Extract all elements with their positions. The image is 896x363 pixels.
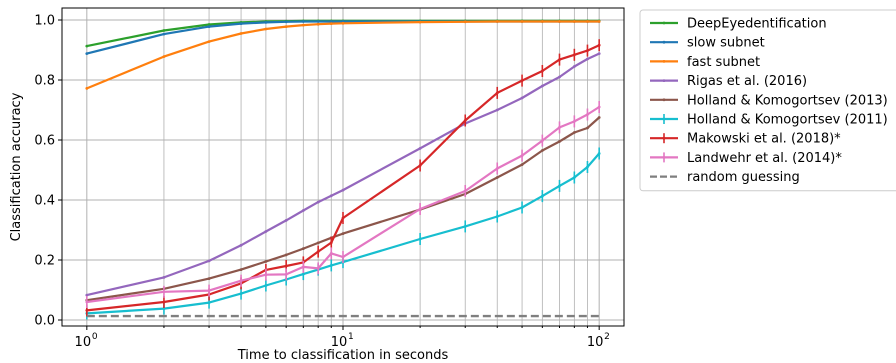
data-point — [207, 259, 211, 263]
axis-ticks: 0.00.20.40.60.81.010 0 10 1 10 2 — [34, 14, 610, 351]
data-point — [301, 20, 305, 23]
data-point — [540, 84, 544, 88]
data-point — [239, 32, 243, 35]
legend-marker — [662, 79, 666, 82]
data-point — [329, 20, 333, 23]
legend-marker — [662, 21, 666, 25]
data-point — [572, 20, 576, 23]
legend-label: slow subnet — [687, 36, 765, 51]
legend-label: Rigas et al. (2016) — [687, 74, 807, 89]
data-point — [162, 276, 166, 279]
data-point — [85, 293, 89, 297]
data-point — [463, 20, 467, 24]
data-point — [572, 65, 576, 68]
data-point — [597, 52, 601, 55]
x-tick-exponent: 2 — [604, 332, 610, 342]
data-point — [572, 131, 576, 134]
data-point — [301, 247, 305, 251]
data-point — [207, 277, 211, 280]
legend-label: DeepEyedentification — [687, 17, 827, 32]
y-tick-label: 0.0 — [34, 314, 55, 329]
data-point — [85, 87, 89, 90]
data-point — [239, 22, 243, 25]
legend-label: fast subnet — [687, 55, 760, 70]
data-point — [284, 20, 288, 24]
data-point — [586, 126, 589, 130]
data-point — [597, 116, 601, 119]
data-point — [558, 75, 561, 79]
x-tick-label: 10 — [331, 335, 348, 350]
data-point — [162, 55, 166, 58]
data-point — [284, 253, 288, 257]
data-point — [316, 241, 320, 245]
legend-label: Holland & Komogortsev (2013) — [687, 93, 888, 108]
data-point — [341, 21, 345, 25]
series-lines — [85, 19, 601, 320]
data-point — [586, 57, 589, 61]
data-point — [239, 243, 243, 247]
data-point — [162, 29, 166, 32]
legend-frame — [639, 9, 896, 192]
y-tick-label: 0.4 — [34, 194, 55, 209]
data-point — [597, 20, 601, 23]
y-tick-label: 0.2 — [34, 254, 55, 269]
x-tick-label: 10 — [587, 335, 604, 350]
data-point — [207, 23, 211, 26]
grid-lines — [62, 8, 624, 326]
data-point — [341, 188, 345, 192]
data-point — [418, 20, 422, 24]
data-point — [162, 32, 166, 36]
legend-label: Makowski et al. (2018)* — [687, 132, 841, 147]
data-point — [329, 194, 333, 198]
legend-marker — [662, 60, 666, 63]
data-point — [520, 163, 524, 167]
data-point — [495, 20, 499, 23]
data-point — [207, 25, 211, 28]
x-axis-label: Time to classification in seconds — [237, 348, 449, 363]
legend-label: random guessing — [687, 170, 800, 185]
x-tick-label: 10 — [75, 335, 92, 350]
legend-label: Landwehr et al. (2014)* — [687, 151, 842, 166]
data-point — [316, 20, 320, 23]
legend-marker — [662, 40, 666, 44]
y-axis-label: Classification accuracy — [9, 92, 24, 241]
legend: DeepEyedentification slow subnet fast subn… — [639, 9, 896, 192]
data-point — [239, 268, 243, 271]
data-point — [85, 44, 89, 48]
y-tick-label: 0.8 — [34, 74, 55, 89]
x-tick-exponent: 0 — [92, 332, 98, 342]
data-point — [495, 108, 499, 112]
data-point — [264, 21, 268, 24]
data-point — [316, 200, 320, 204]
data-point — [341, 232, 345, 236]
data-point — [316, 22, 320, 26]
data-point — [418, 147, 422, 150]
data-point — [85, 52, 89, 55]
data-point — [586, 20, 589, 23]
data-point — [284, 25, 288, 28]
data-point — [495, 176, 499, 179]
data-point — [264, 27, 268, 31]
legend-label: Holland & Komogortsev (2011) — [687, 113, 888, 128]
data-point — [520, 20, 524, 23]
data-point — [264, 230, 268, 233]
data-point — [301, 23, 305, 27]
legend-marker — [662, 98, 666, 102]
data-point — [558, 20, 561, 23]
data-point — [264, 260, 268, 263]
y-tick-label: 1.0 — [34, 14, 55, 29]
data-point — [284, 219, 288, 222]
x-tick-exponent: 1 — [348, 332, 354, 342]
data-point — [301, 209, 305, 212]
data-point — [540, 149, 544, 152]
data-point — [520, 96, 524, 100]
data-point — [558, 140, 561, 143]
y-tick-label: 0.6 — [34, 134, 55, 149]
data-point — [540, 20, 544, 23]
data-point — [329, 22, 333, 25]
data-point — [207, 40, 211, 43]
